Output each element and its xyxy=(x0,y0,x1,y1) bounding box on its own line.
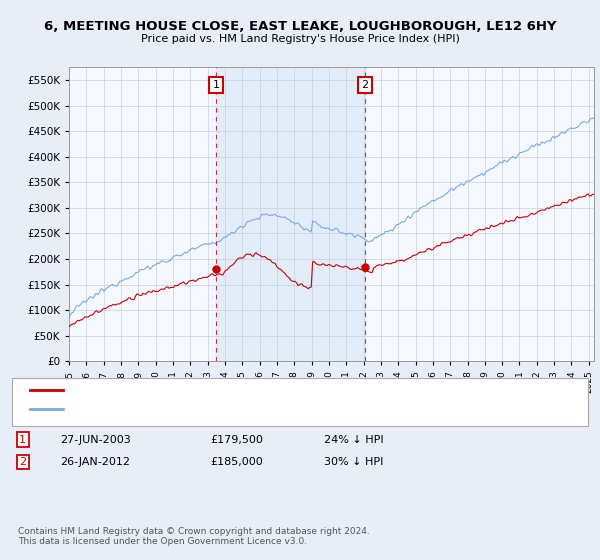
Text: 1: 1 xyxy=(212,80,220,90)
Text: 1: 1 xyxy=(19,435,26,445)
Text: 30% ↓ HPI: 30% ↓ HPI xyxy=(324,457,383,467)
Text: 2: 2 xyxy=(361,80,368,90)
Text: 2: 2 xyxy=(19,457,26,467)
Text: Contains HM Land Registry data © Crown copyright and database right 2024.
This d: Contains HM Land Registry data © Crown c… xyxy=(18,526,370,546)
Text: £185,000: £185,000 xyxy=(210,457,263,467)
Text: 27-JUN-2003: 27-JUN-2003 xyxy=(60,435,131,445)
Text: £179,500: £179,500 xyxy=(210,435,263,445)
Text: Price paid vs. HM Land Registry's House Price Index (HPI): Price paid vs. HM Land Registry's House … xyxy=(140,34,460,44)
Text: 24% ↓ HPI: 24% ↓ HPI xyxy=(324,435,383,445)
Text: 6, MEETING HOUSE CLOSE, EAST LEAKE, LOUGHBOROUGH, LE12 6HY (detached house): 6, MEETING HOUSE CLOSE, EAST LEAKE, LOUG… xyxy=(72,386,485,395)
Bar xyxy=(216,67,365,361)
Text: 26-JAN-2012: 26-JAN-2012 xyxy=(60,457,130,467)
Text: 6, MEETING HOUSE CLOSE, EAST LEAKE, LOUGHBOROUGH, LE12 6HY: 6, MEETING HOUSE CLOSE, EAST LEAKE, LOUG… xyxy=(44,20,556,32)
Text: HPI: Average price, detached house, Rushcliffe: HPI: Average price, detached house, Rush… xyxy=(72,404,295,413)
